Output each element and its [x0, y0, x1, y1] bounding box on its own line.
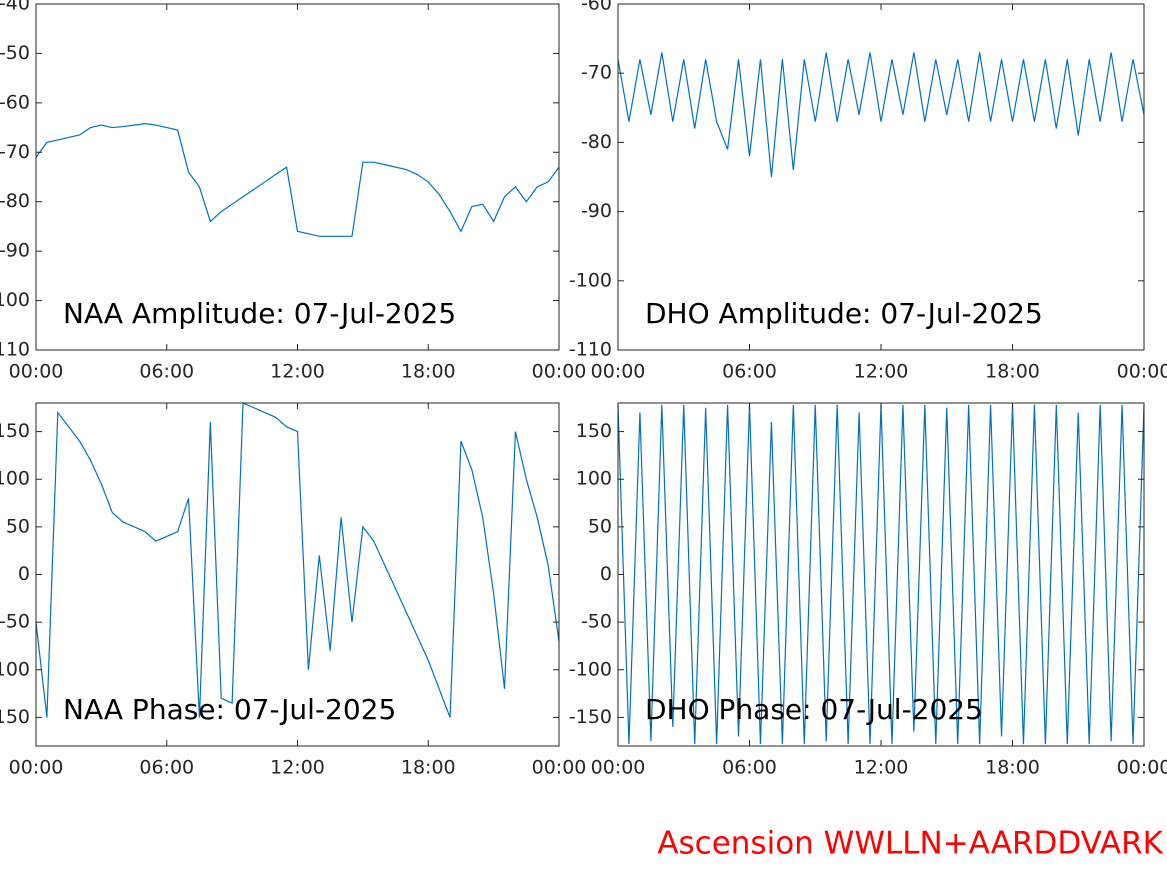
- y-tick-label: -100: [569, 269, 612, 291]
- y-tick-label: 0: [600, 563, 612, 585]
- y-tick-label: -100: [569, 658, 612, 680]
- y-tick-label: -80: [581, 131, 612, 153]
- y-tick-label: -70: [581, 62, 612, 84]
- data-line: [617, 52, 1145, 178]
- x-tick-label: 00:00: [1117, 361, 1167, 383]
- y-tick-label: 50: [588, 515, 612, 537]
- x-tick-label: 18:00: [401, 757, 456, 779]
- y-tick-label: -60: [581, 0, 612, 15]
- y-tick-label: -50: [581, 611, 612, 633]
- y-tick-label: -70: [0, 141, 30, 163]
- x-tick-label: 00:00: [591, 757, 646, 779]
- x-tick-label: 00:00: [9, 361, 64, 383]
- panel-title: NAA Amplitude: 07-Jul-2025: [63, 297, 456, 330]
- y-tick-label: -60: [0, 91, 30, 113]
- y-tick-label: -50: [0, 611, 30, 633]
- x-tick-label: 00:00: [9, 757, 64, 779]
- y-tick-label: -150: [0, 706, 30, 728]
- panel-title: DHO Phase: 07-Jul-2025: [645, 693, 983, 726]
- y-tick-label: 100: [576, 468, 612, 490]
- panel-title: DHO Amplitude: 07-Jul-2025: [645, 297, 1043, 330]
- data-line: [35, 123, 560, 237]
- x-tick-label: 06:00: [139, 361, 194, 383]
- y-tick-label: -100: [0, 658, 30, 680]
- x-tick-label: 18:00: [985, 757, 1040, 779]
- y-tick-label: -80: [0, 190, 30, 212]
- y-tick-label: 150: [576, 420, 612, 442]
- data-line: [35, 402, 560, 718]
- y-tick-label: -110: [0, 339, 30, 361]
- y-tick-label: -100: [0, 289, 30, 311]
- x-tick-label: 00:00: [532, 361, 587, 383]
- x-tick-label: 12:00: [854, 361, 909, 383]
- y-tick-label: 150: [0, 420, 30, 442]
- x-tick-label: 18:00: [985, 361, 1040, 383]
- x-tick-label: 12:00: [270, 361, 325, 383]
- x-tick-label: 06:00: [139, 757, 194, 779]
- x-tick-label: 12:00: [270, 757, 325, 779]
- panel-title: NAA Phase: 07-Jul-2025: [63, 693, 396, 726]
- y-tick-label: 50: [6, 515, 30, 537]
- x-tick-label: 12:00: [854, 757, 909, 779]
- x-tick-label: 00:00: [532, 757, 587, 779]
- caption: Ascension WWLLN+AARDDVARK: [657, 826, 1163, 862]
- y-tick-label: 0: [18, 563, 30, 585]
- y-tick-label: -90: [581, 200, 612, 222]
- y-tick-label: -150: [569, 706, 612, 728]
- y-tick-label: -110: [569, 339, 612, 361]
- x-tick-label: 18:00: [401, 361, 456, 383]
- y-tick-label: 100: [0, 468, 30, 490]
- x-tick-label: 06:00: [722, 757, 777, 779]
- y-tick-label: -90: [0, 240, 30, 262]
- axes-background: [36, 403, 559, 746]
- x-tick-label: 00:00: [591, 361, 646, 383]
- x-tick-label: 06:00: [722, 361, 777, 383]
- y-tick-label: -40: [0, 0, 30, 15]
- axes-background: [36, 4, 559, 350]
- axes-background: [618, 403, 1144, 746]
- x-tick-label: 00:00: [1117, 757, 1167, 779]
- y-tick-label: -50: [0, 42, 30, 64]
